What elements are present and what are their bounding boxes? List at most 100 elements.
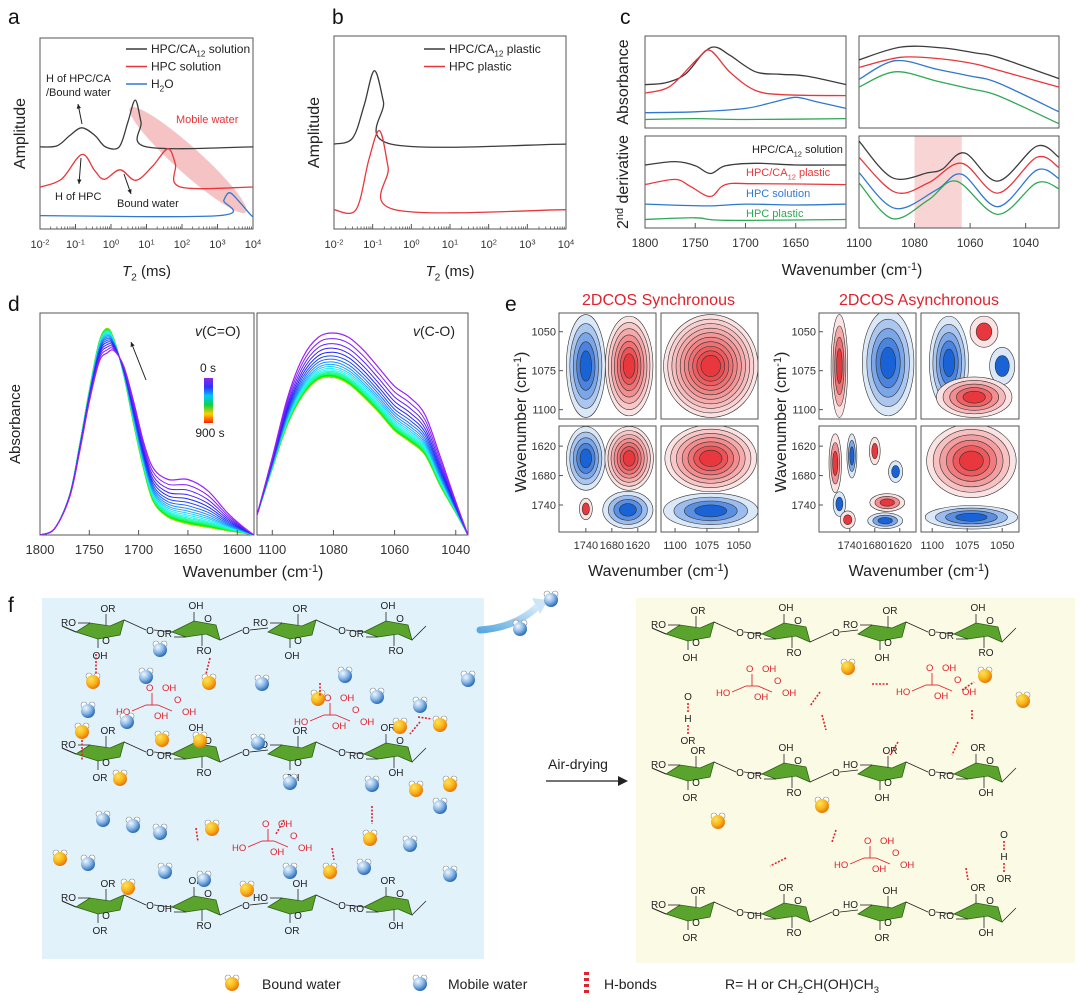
substituent-label: RO (61, 740, 76, 751)
substituent-label: RO (349, 904, 364, 915)
substituent-label: RO (349, 751, 364, 762)
chain-end (61, 625, 77, 633)
spectrum-line-0s (256, 332, 469, 536)
x-tick-label: 1700 (124, 542, 153, 557)
legend-label: HPC plastic (746, 208, 804, 220)
bound-water-molecule (85, 672, 101, 689)
spectrum-line-150s (256, 355, 469, 536)
bound-water-molecule (192, 731, 208, 748)
ring-oxygen: O (204, 736, 212, 747)
mobile-water-molecule (356, 858, 372, 875)
citric-acid-atom-label: HO (294, 717, 308, 728)
glycosidic-oxygen: O (242, 748, 250, 759)
legend-label: H2O (151, 77, 174, 94)
glycosidic-bond (809, 631, 833, 643)
glycosidic-bond (123, 894, 147, 906)
ring-oxygen: O (884, 778, 892, 789)
citric-acid-atom-label: OH (754, 692, 768, 703)
y-tick-label: 1740 (532, 500, 556, 512)
positive-contour (962, 390, 986, 404)
negative-contour (694, 504, 728, 518)
glycosidic-bond (249, 627, 269, 631)
oxygen-atom (403, 838, 417, 852)
positive-contour (879, 498, 895, 507)
glycosidic-bond (713, 901, 737, 913)
x-tick-label: 10-1 (363, 238, 382, 251)
substituent-label: OH (875, 793, 890, 804)
ring-oxygen: O (986, 616, 994, 627)
legend-label: HPC/CA12 solution (752, 144, 843, 158)
x-tick-label: 1620 (888, 540, 912, 552)
glycosidic-bond (905, 761, 929, 773)
ring-oxygen: O (294, 636, 302, 647)
bound-water-molecule (239, 880, 255, 897)
x-tick-label: 103 (519, 238, 535, 251)
negative-contour (579, 350, 592, 382)
panel-label-a: a (8, 6, 20, 29)
substituent-label: RO (787, 648, 802, 659)
substituent-label: OH (779, 743, 794, 754)
mobile-water-molecule (250, 733, 266, 750)
x-tick-label: 102 (480, 238, 496, 251)
oxygen-atom (363, 832, 377, 846)
y-tick-label: 1075 (792, 366, 816, 378)
hydrogen-bond (821, 714, 827, 731)
positive-contour (836, 348, 843, 384)
substituent-label: OR (691, 746, 706, 757)
y-tick-label: 1075 (532, 366, 556, 378)
x-tick-label: 100 (103, 238, 119, 251)
glycosidic-bond (345, 629, 365, 633)
mobile-water-molecule (157, 862, 173, 879)
x-tick-label: 1040 (441, 542, 470, 557)
x-axis-label: Wavenumber (cm-1) (849, 562, 990, 580)
substituent-label: OR (971, 743, 986, 754)
oxygen-atom (153, 826, 167, 840)
contour-frame (660, 312, 759, 420)
citric-acid-atom-label: OH (934, 691, 948, 702)
hydrogen-bond (769, 857, 787, 867)
ring-oxygen: O (692, 918, 700, 929)
hydrogen-bond (951, 741, 959, 756)
evaporation-arrow (476, 602, 542, 634)
citric-acid-atom-label: O (352, 705, 359, 716)
chain-end (411, 747, 427, 763)
negative-contour (880, 346, 897, 379)
ring-oxygen: O (102, 911, 110, 922)
substituent-label: RO (61, 618, 76, 629)
positive-contour (975, 322, 993, 341)
citric-acid-atom-label: O (290, 831, 297, 842)
substituent-label: RO (197, 646, 212, 657)
negative-contour (994, 355, 1010, 377)
x-tick-label: 101 (442, 238, 458, 251)
chain-end (651, 627, 667, 635)
citric-acid-atom-label: O (864, 836, 871, 847)
glycosidic-oxygen: O (338, 748, 346, 759)
glycosidic-bond (345, 751, 365, 755)
glycosidic-bond (743, 771, 763, 775)
asynchronous-map-top-left (830, 313, 915, 418)
y-tick-label: 1620 (792, 441, 816, 453)
glycosidic-bond (905, 901, 929, 913)
oxygen-atom (841, 661, 855, 675)
citric-acid-bond (875, 857, 891, 865)
glycosidic-bond (809, 771, 833, 783)
spectrum-line-240s (256, 363, 469, 536)
citric-acid-atom-label: OH (332, 721, 346, 732)
x-tick-label: 1075 (695, 540, 719, 552)
plot-frame-left (39, 312, 255, 536)
colorbar-max-label: 900 s (195, 426, 224, 440)
series-line-hpcsolution (858, 168, 1060, 210)
oxygen-atom (461, 673, 475, 687)
series-line-1 (333, 129, 567, 215)
hydrogen-bond (831, 829, 837, 843)
asynchronous-map-bottom-right (924, 426, 1018, 530)
substituent-label: OR (883, 606, 898, 617)
contour-frame (818, 425, 917, 533)
y-axis-label: Wavenumber (cm-1) (772, 352, 790, 493)
y-tick-label: 1740 (792, 500, 816, 512)
y-tick-label: 1050 (792, 327, 816, 339)
citric-acid-atom-label: OH (182, 707, 196, 718)
citric-acid-atom-label: OH (270, 847, 284, 858)
citric-acid-atom-label: HO (116, 707, 130, 718)
citric-acid-atom-label: OH (340, 693, 354, 704)
